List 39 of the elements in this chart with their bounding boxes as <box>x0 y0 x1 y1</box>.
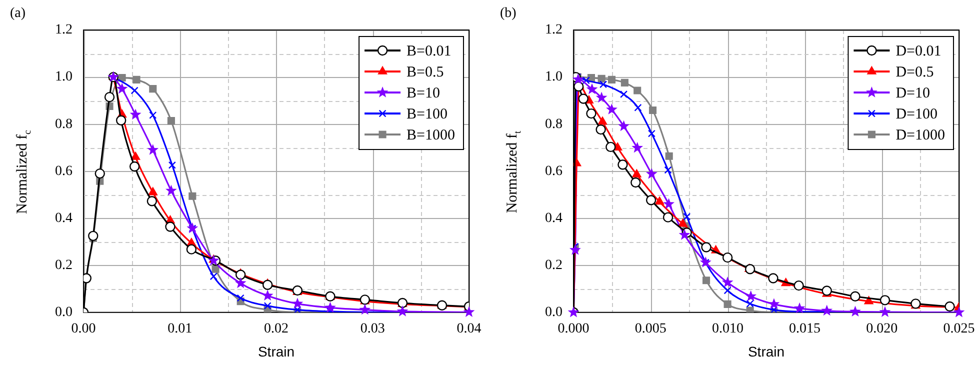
x-tick-label: 0.020 <box>866 321 898 336</box>
legend-label: B=1000 <box>406 127 456 144</box>
y-tick-label: 0.2 <box>55 258 72 274</box>
legend-label: D=100 <box>896 106 938 122</box>
y-tick-label: 0.6 <box>545 164 562 179</box>
y-tick-label: 0.8 <box>545 116 562 132</box>
y-tick-label: 1.0 <box>55 70 72 85</box>
x-tick-label: 0.01 <box>168 321 192 336</box>
legend-label: B=100 <box>406 106 448 122</box>
legend-label: B=10 <box>406 85 440 102</box>
legend-label: D=1000 <box>896 127 946 144</box>
chart-title: (a) <box>10 6 26 22</box>
legend-label: D=0.01 <box>896 43 942 60</box>
x-tick-label: 0.025 <box>943 321 975 336</box>
x-tick-label: 0.000 <box>558 321 590 336</box>
x-tick-label: 0.02 <box>264 321 288 336</box>
y-tick-label: 0.8 <box>55 116 72 132</box>
x-tick-label: 0.00 <box>71 321 96 336</box>
x-tick-label: 0.005 <box>634 321 666 336</box>
y-tick-label: 1.0 <box>545 70 562 85</box>
x-tick-label: 0.03 <box>360 321 385 336</box>
y-tick-label: 0.4 <box>55 210 72 226</box>
legend-label: D=10 <box>896 85 930 102</box>
x-tick-label: 0.04 <box>456 321 482 336</box>
chart-title: (b) <box>500 6 516 22</box>
y-tick-label: 0.4 <box>545 210 562 226</box>
x-axis-title: Strain <box>258 343 295 360</box>
y-tick-label: 0.6 <box>55 164 72 179</box>
y-tick-label: 0.0 <box>545 305 562 320</box>
y-tick-label: 0.2 <box>545 258 562 274</box>
x-tick-label: 0.010 <box>712 321 744 336</box>
x-tick-label: 0.015 <box>789 321 821 336</box>
legend-label: B=0.5 <box>406 64 444 80</box>
y-tick-label: 0.0 <box>55 305 72 320</box>
x-axis-title: Strain <box>748 343 785 360</box>
legend-label: D=0.5 <box>896 64 934 80</box>
y-tick-label: 1.2 <box>545 22 562 38</box>
legend-label: B=0.01 <box>406 43 452 60</box>
y-tick-label: 1.2 <box>55 22 72 38</box>
